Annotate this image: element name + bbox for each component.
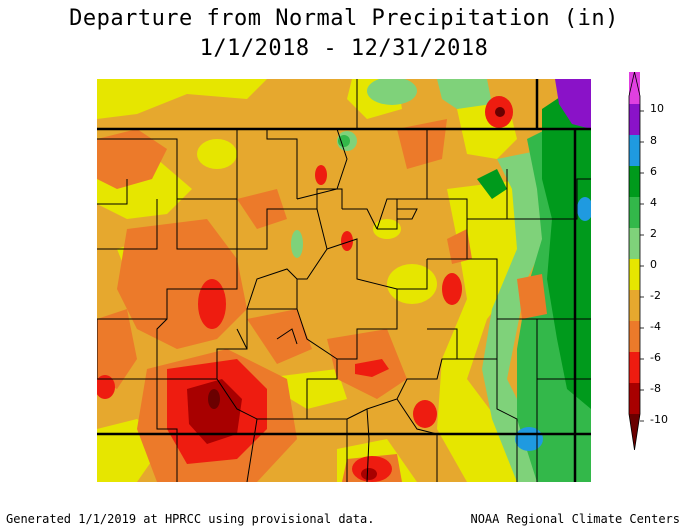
zone-8-to-10	[555, 79, 591, 129]
credit-text: NOAA Regional Climate Centers	[470, 512, 680, 526]
legend-label: 6	[650, 165, 657, 178]
legend-swatch-neg6-to-neg4	[629, 321, 640, 352]
generation-note: Generated 1/1/2019 at HPRCC using provis…	[6, 512, 375, 526]
legend-label: -6	[650, 351, 661, 364]
color-scale-legend: 10 8 6 4 2 0 -2 -4 -6 -8 -10	[620, 72, 680, 462]
zone-below-neg10	[208, 107, 505, 409]
legend-label: 4	[650, 196, 657, 209]
legend-label: 8	[650, 134, 657, 147]
legend-label: 2	[650, 227, 657, 240]
map-subtitle-date-range: 1/1/2018 - 12/31/2018	[199, 36, 489, 61]
legend-swatch-neg10-to-neg8	[629, 383, 640, 414]
legend-label: -4	[650, 320, 661, 333]
state-boundary	[97, 79, 591, 482]
map-title: Departure from Normal Precipitation (in)	[69, 6, 619, 31]
precipitation-departure-map	[97, 79, 591, 482]
legend-swatch-4-to-6	[629, 166, 640, 197]
legend-swatch-neg8-to-neg6	[629, 352, 640, 383]
legend-arrow-up	[629, 72, 640, 96]
zone-4-to-6	[477, 89, 591, 409]
legend-arrow-down	[629, 414, 640, 450]
legend-swatch-2-to-4	[629, 197, 640, 228]
legend-label: -8	[650, 382, 661, 395]
legend-outline	[628, 72, 641, 451]
legend-swatch-neg2-to-0	[629, 259, 640, 290]
legend-swatch-6-to-8	[629, 135, 640, 166]
legend-label: 10	[650, 102, 664, 115]
legend-label: -10	[650, 413, 668, 426]
legend-label: 0	[650, 258, 657, 271]
legend-swatch-8-to-10	[629, 104, 640, 135]
legend-swatch-neg4-to-neg2	[629, 290, 640, 321]
legend-swatch-0-to-2	[629, 228, 640, 259]
legend-label: -2	[650, 289, 661, 302]
